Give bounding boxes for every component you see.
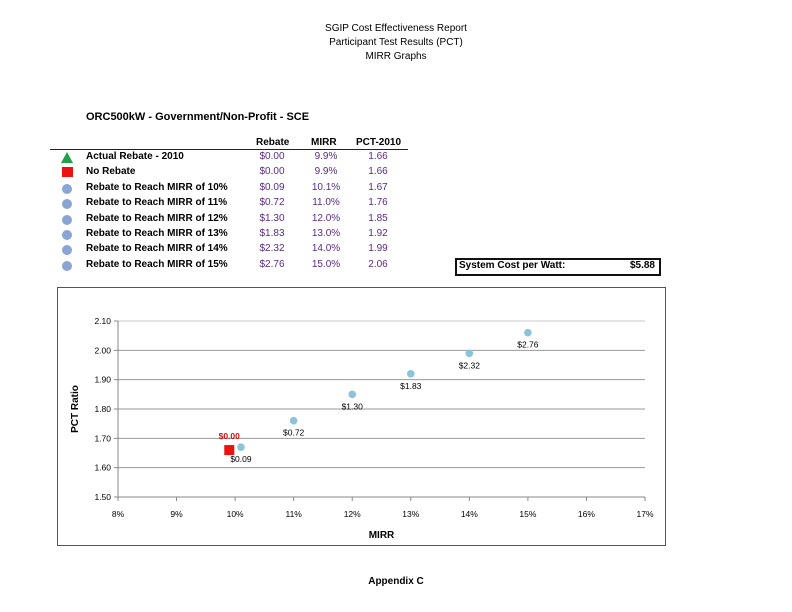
- data-point-circle: [524, 328, 532, 337]
- data-label: $2.76: [517, 340, 539, 350]
- x-tick-label: 9%: [170, 509, 183, 519]
- row-label: Rebate to Reach MIRR of 10%: [86, 182, 228, 193]
- rebate-value: $0.00: [259, 166, 285, 177]
- row-label: Rebate to Reach MIRR of 12%: [86, 213, 228, 224]
- pct-value: 1.66: [368, 166, 388, 177]
- y-tick-label: 2.00: [94, 345, 111, 355]
- rebate-value: $0.72: [259, 197, 285, 208]
- pct-value: 1.76: [368, 197, 388, 208]
- rebate-value: $2.76: [259, 259, 285, 270]
- x-tick-label: 12%: [344, 509, 361, 519]
- data-label: $0.72: [283, 428, 305, 438]
- column-header-rebate: Rebate: [256, 137, 290, 148]
- row-label: Rebate to Reach MIRR of 13%: [86, 228, 228, 239]
- system-cost-label: System Cost per Watt:: [459, 260, 566, 271]
- x-tick-label: 8%: [112, 509, 125, 519]
- rebate-value: $0.00: [259, 151, 285, 162]
- data-point-circle: [348, 390, 357, 399]
- data-point-circle: [465, 349, 474, 358]
- report-title: SGIP Cost Effectiveness Report: [325, 23, 467, 34]
- row-label: Rebate to Reach MIRR of 11%: [86, 197, 228, 208]
- data-point-circle: [289, 416, 298, 425]
- x-tick-label: 10%: [227, 509, 244, 519]
- data-point-circle: [237, 443, 245, 451]
- mirr-value: 13.0%: [311, 228, 341, 239]
- data-point-circle: [406, 370, 415, 378]
- system-cost-box: System Cost per Watt: $5.88: [455, 258, 661, 276]
- circle-marker-icon: [62, 184, 72, 194]
- report-section: MIRR Graphs: [365, 51, 427, 62]
- table-row: Rebate to Reach MIRR of 15% $2.76 15.0% 2.0…: [0, 259, 420, 274]
- appendix-label: Appendix C: [368, 576, 424, 587]
- pct-value: 2.06: [368, 259, 388, 270]
- mirr-value: 9.9%: [314, 166, 338, 177]
- table-row: Rebate to Reach MIRR of 14% $2.32 14.0% 1.9…: [0, 243, 420, 258]
- rebate-value: $0.09: [259, 182, 285, 193]
- circle-marker-icon: [62, 245, 72, 255]
- table-row: Rebate to Reach MIRR of 10% $0.09 10.1% 1.6…: [0, 182, 420, 197]
- row-label: Actual Rebate - 2010: [86, 151, 184, 162]
- circle-marker-icon: [62, 261, 72, 271]
- pct-value: 1.66: [368, 151, 388, 162]
- circle-marker-icon: [62, 215, 72, 225]
- x-axis-title: MIRR: [369, 530, 395, 541]
- row-label: Rebate to Reach MIRR of 14%: [86, 243, 228, 254]
- row-label: No Rebate: [86, 166, 136, 177]
- mirr-value: 14.0%: [311, 243, 341, 254]
- table-row: Rebate to Reach MIRR of 11% $0.72 11.0% 1.7…: [0, 197, 420, 212]
- mirr-value: 15.0%: [311, 259, 341, 270]
- chart-frame: [57, 287, 666, 546]
- data-label: $2.32: [459, 360, 481, 370]
- system-cost-value: $5.88: [629, 260, 655, 271]
- y-tick-label: 1.50: [94, 492, 111, 502]
- table-row: No Rebate $0.00 9.9% 1.66: [0, 166, 420, 181]
- mirr-value: 12.0%: [311, 213, 341, 224]
- square-marker-icon: [62, 167, 73, 177]
- column-header-mirr: MIRR: [311, 137, 337, 148]
- y-tick-label: 1.80: [94, 404, 111, 414]
- report-subtitle: Participant Test Results (PCT): [329, 37, 463, 48]
- data-label: $1.83: [400, 381, 422, 391]
- mirr-value: 10.1%: [311, 182, 341, 193]
- data-point-square: [224, 445, 235, 456]
- circle-marker-icon: [62, 230, 72, 240]
- pct-value: 1.92: [368, 228, 388, 239]
- x-tick-label: 11%: [285, 509, 302, 519]
- mirr-value: 11.0%: [312, 197, 340, 208]
- project-title: ORC500kW - Government/Non-Profit - SCE: [86, 111, 310, 123]
- y-tick-label: 2.10: [94, 316, 111, 326]
- header-divider: [50, 149, 408, 150]
- x-tick-label: 16%: [578, 509, 595, 519]
- column-header-pct: PCT-2010: [356, 137, 402, 148]
- row-label: Rebate to Reach MIRR of 15%: [86, 259, 228, 270]
- data-label: $1.30: [342, 401, 364, 411]
- table-row: Rebate to Reach MIRR of 13% $1.83 13.0% 1.9…: [0, 228, 420, 243]
- x-tick-label: 15%: [519, 509, 536, 519]
- table-row: Actual Rebate - 2010 $0.00 9.9% 1.66: [0, 151, 420, 166]
- x-tick-label: 13%: [402, 509, 419, 519]
- triangle-marker-icon: [61, 152, 73, 163]
- rebate-value: $2.32: [259, 243, 285, 254]
- y-axis-title: PCT Ratio: [70, 385, 81, 433]
- pct-value: 1.67: [368, 182, 388, 193]
- y-tick-label: 1.70: [94, 433, 111, 443]
- data-label-actual-rebate: $0.00: [219, 431, 241, 441]
- y-tick-label: 1.90: [94, 375, 111, 385]
- rebate-value: $1.83: [259, 228, 285, 239]
- circle-marker-icon: [62, 199, 72, 209]
- pct-value: 1.99: [368, 243, 388, 254]
- y-tick-label: 1.60: [94, 463, 111, 473]
- data-label: $0.09: [230, 454, 252, 464]
- pct-value: 1.85: [368, 213, 388, 224]
- x-tick-label: 17%: [636, 509, 653, 519]
- rebate-value: $1.30: [259, 213, 285, 224]
- table-row: Rebate to Reach MIRR of 12% $1.30 12.0% 1.8…: [0, 213, 420, 228]
- x-tick-label: 14%: [461, 509, 478, 519]
- mirr-value: 9.9%: [314, 151, 338, 162]
